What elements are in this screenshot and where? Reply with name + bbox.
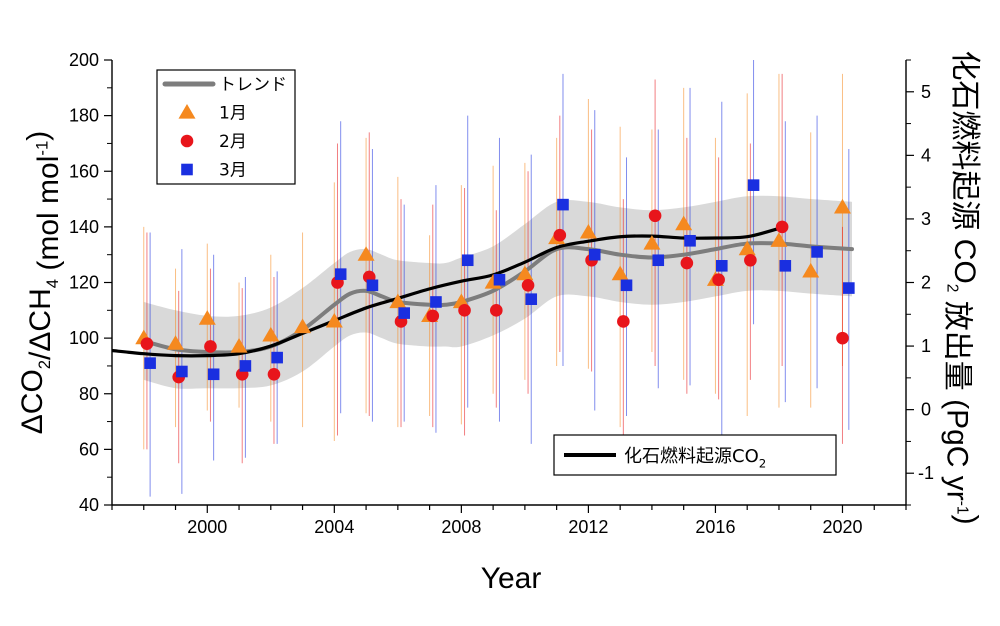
square-point bbox=[684, 234, 696, 247]
x-tick-label: 2016 bbox=[695, 517, 735, 537]
trend-lines bbox=[112, 226, 855, 358]
square-point bbox=[176, 365, 188, 378]
x-tick-label: 2008 bbox=[441, 517, 481, 537]
legend-feb-swatch bbox=[180, 134, 194, 148]
legend-label-trend: トレンド bbox=[219, 75, 287, 95]
circle-point bbox=[521, 278, 535, 292]
triangle-point bbox=[167, 335, 185, 350]
y-right-tick-label: 1 bbox=[921, 336, 931, 356]
y-right-tick-label: 5 bbox=[921, 82, 931, 102]
triangle-point bbox=[516, 265, 534, 281]
triangle-point bbox=[262, 326, 280, 342]
circle-point bbox=[267, 367, 281, 381]
circle-point bbox=[744, 253, 757, 267]
y-left-tick-label: 200 bbox=[69, 50, 99, 70]
legend-label-jan: 1月 bbox=[219, 104, 247, 124]
square-point bbox=[334, 268, 347, 280]
circle-point bbox=[617, 315, 630, 328]
x-tick-label: 2004 bbox=[314, 517, 354, 537]
y-left-tick-label: 140 bbox=[69, 217, 99, 237]
triangle-point bbox=[579, 223, 597, 239]
square-point bbox=[715, 260, 728, 272]
circle-point bbox=[458, 304, 471, 317]
y-right-tick-label: 0 bbox=[921, 400, 931, 420]
square-point bbox=[366, 279, 379, 292]
legend-label-feb: 2月 bbox=[219, 132, 247, 152]
square-point bbox=[620, 279, 633, 292]
x-tick-label: 2020 bbox=[822, 517, 862, 537]
square-point bbox=[271, 351, 283, 364]
square-point bbox=[843, 282, 855, 294]
circle-point bbox=[648, 209, 662, 223]
circle-point bbox=[204, 340, 217, 353]
triangle-point bbox=[770, 232, 788, 247]
x-tick-label: 2012 bbox=[568, 517, 608, 537]
legend-mar-swatch bbox=[181, 163, 193, 176]
triangle-point bbox=[325, 312, 343, 328]
y-left-tick-label: 80 bbox=[79, 384, 99, 404]
triangle-point bbox=[611, 265, 629, 281]
square-point bbox=[811, 246, 823, 258]
trend-uncertainty-band bbox=[143, 195, 853, 389]
y-left-tick-label: 160 bbox=[69, 161, 99, 181]
data-markers bbox=[135, 179, 855, 384]
triangle-point bbox=[802, 262, 820, 278]
fossil-co2-line bbox=[112, 226, 780, 358]
y-left-tick-label: 120 bbox=[69, 273, 99, 293]
legend-jan-swatch bbox=[178, 104, 196, 119]
legend-box bbox=[156, 69, 296, 185]
y-left-tick-label: 180 bbox=[69, 106, 99, 126]
y-left-tick-label: 60 bbox=[79, 439, 99, 459]
square-point bbox=[747, 179, 760, 191]
circle-point bbox=[775, 220, 789, 234]
circle-point bbox=[712, 273, 725, 287]
square-point bbox=[652, 254, 665, 267]
circle-point bbox=[836, 331, 849, 345]
square-point bbox=[430, 296, 442, 308]
y-right-tick-label: 2 bbox=[921, 273, 931, 293]
y-right-tick-label: 4 bbox=[921, 145, 931, 165]
square-point bbox=[461, 254, 474, 267]
square-point bbox=[493, 273, 506, 286]
square-point bbox=[557, 198, 569, 211]
square-point bbox=[239, 360, 252, 372]
triangle-point bbox=[643, 235, 661, 250]
circle-point bbox=[140, 337, 154, 350]
y-left-tick-label: 100 bbox=[69, 328, 99, 348]
triangle-point bbox=[675, 215, 693, 231]
square-point bbox=[779, 260, 792, 272]
triangle-point bbox=[198, 310, 216, 325]
x-axis-title: Year bbox=[481, 562, 542, 595]
circle-point bbox=[426, 309, 440, 323]
y-right-tick-label: 3 bbox=[921, 209, 931, 229]
circle-point bbox=[553, 228, 567, 242]
square-point bbox=[144, 357, 156, 369]
square-point bbox=[525, 293, 538, 305]
x-tick-label: 2000 bbox=[187, 517, 227, 537]
y-right-axis-title: 化石燃料起源 CO2 放出量 (PgC yr-1) bbox=[941, 50, 984, 524]
legend-label-mar: 3月 bbox=[219, 161, 247, 181]
square-point bbox=[588, 248, 601, 261]
triangle-point bbox=[230, 337, 248, 353]
triangle-point bbox=[738, 240, 756, 256]
y-left-tick-label: 40 bbox=[79, 495, 99, 515]
triangle-point bbox=[833, 198, 851, 214]
axes: 2000 2004 2008 2012 2016 20204060801001201401… bbox=[16, 50, 984, 595]
legend-label-fossil: 化石燃料起源CO2 bbox=[624, 446, 766, 471]
square-point bbox=[207, 368, 220, 381]
y-right-tick-label: -1 bbox=[918, 463, 934, 483]
triangle-point bbox=[357, 246, 375, 261]
triangle-point bbox=[294, 318, 312, 334]
circle-point bbox=[489, 304, 503, 317]
square-point bbox=[398, 307, 410, 319]
trend-band bbox=[143, 195, 853, 389]
circle-point bbox=[680, 256, 694, 270]
y-left-axis-title: ΔCO2/ΔCH4 (mol mol-1) bbox=[16, 131, 65, 435]
triangle-point bbox=[389, 293, 407, 309]
